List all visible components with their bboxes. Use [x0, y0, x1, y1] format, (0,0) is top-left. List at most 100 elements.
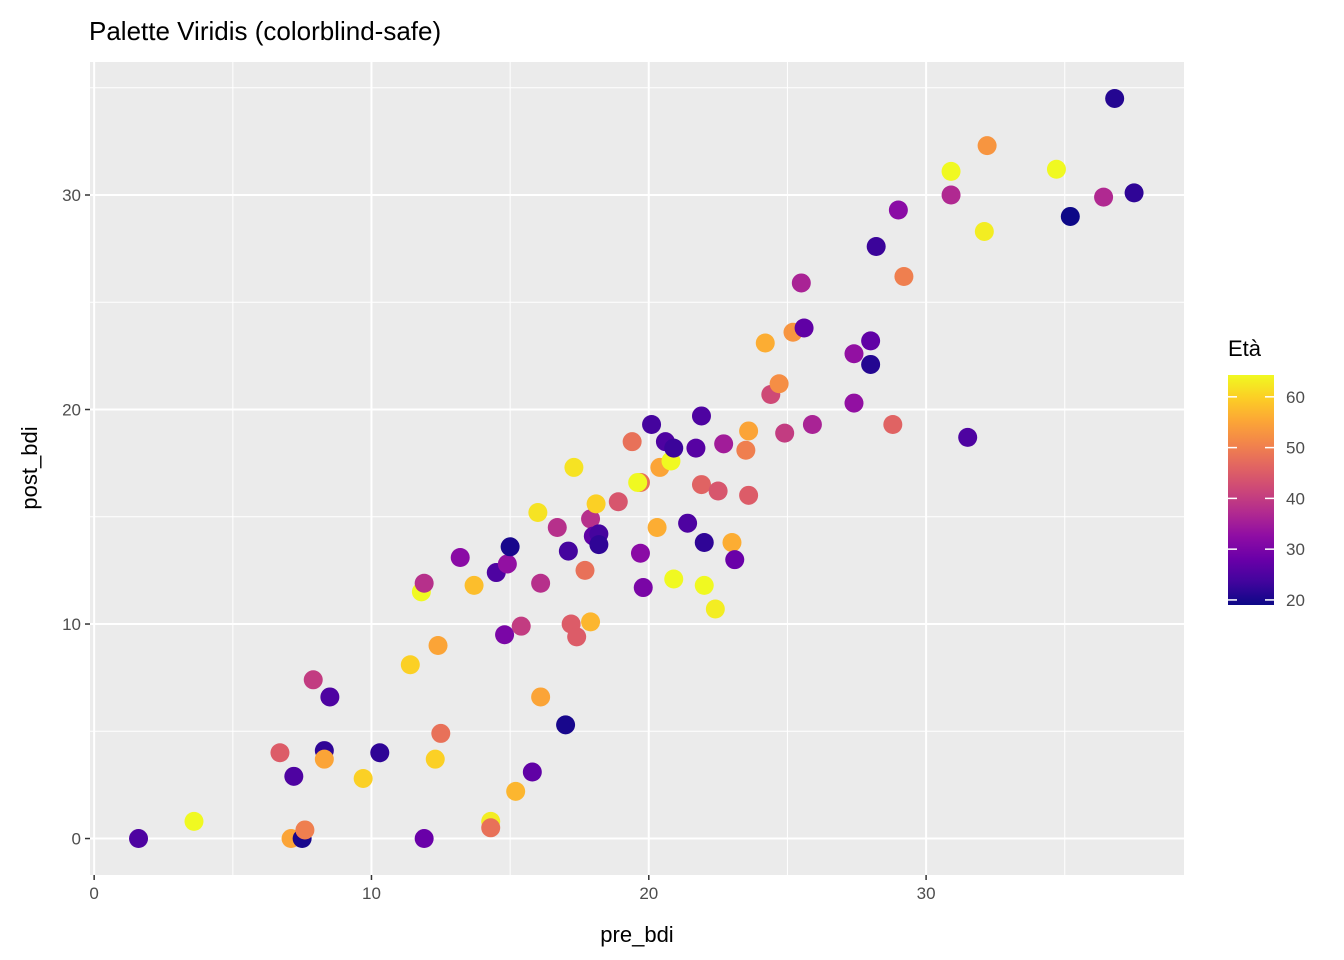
data-point	[558, 541, 578, 561]
data-point	[888, 200, 908, 220]
x-tick-label: 30	[917, 884, 936, 903]
axes: 0 10 20 30 0 10 20 30	[62, 186, 935, 903]
data-point	[303, 670, 323, 690]
legend-colorbar	[1228, 375, 1274, 605]
data-point	[722, 533, 742, 553]
y-tick-label: 30	[62, 186, 81, 205]
data-point	[708, 481, 728, 501]
data-point	[431, 723, 451, 743]
gridlines	[90, 62, 1184, 875]
data-point	[755, 333, 775, 353]
data-point	[450, 548, 470, 568]
data-point	[802, 415, 822, 435]
x-tick-label: 20	[639, 884, 658, 903]
x-tick-label: 10	[362, 884, 381, 903]
data-point	[295, 820, 315, 840]
data-point	[320, 687, 340, 707]
data-point	[678, 513, 698, 533]
legend-tick-label: 50	[1286, 439, 1305, 458]
data-point	[791, 273, 811, 293]
data-point	[664, 569, 684, 589]
data-point	[633, 578, 653, 598]
data-point	[694, 575, 714, 595]
data-point	[866, 236, 886, 256]
data-point	[664, 438, 684, 458]
data-point	[1105, 88, 1125, 108]
data-point	[564, 457, 584, 477]
data-point	[414, 573, 434, 593]
data-point	[894, 267, 914, 287]
data-point	[500, 537, 520, 557]
y-tick-label: 0	[72, 830, 81, 849]
data-point	[428, 635, 448, 655]
data-point	[941, 185, 961, 205]
data-point	[958, 427, 978, 447]
data-point	[647, 517, 667, 537]
data-point	[522, 762, 542, 782]
color-legend: Età 20 30 40 50 60	[1228, 336, 1305, 610]
data-point	[883, 415, 903, 435]
data-point	[628, 472, 648, 492]
data-point	[370, 743, 390, 763]
data-point	[575, 560, 595, 580]
legend-tick-label: 40	[1286, 489, 1305, 508]
data-point	[941, 161, 961, 181]
data-point	[691, 475, 711, 495]
data-point	[495, 625, 515, 645]
data-point	[586, 494, 606, 514]
y-axis-label: post_bdi	[17, 426, 42, 509]
legend-tick-label: 30	[1286, 540, 1305, 559]
data-point	[414, 829, 434, 849]
data-point	[861, 331, 881, 351]
data-point	[769, 374, 789, 394]
data-point	[630, 543, 650, 563]
data-point	[686, 438, 706, 458]
legend-tick-label: 60	[1286, 388, 1305, 407]
plot-panel	[90, 62, 1184, 875]
data-point	[775, 423, 795, 443]
data-point	[129, 829, 149, 849]
data-point	[581, 509, 601, 529]
data-point	[528, 502, 548, 522]
data-point	[481, 818, 501, 838]
data-point	[547, 517, 567, 537]
data-point	[567, 627, 587, 647]
data-point	[1124, 183, 1144, 203]
data-point	[400, 655, 420, 675]
data-point	[642, 415, 662, 435]
data-point	[1046, 159, 1066, 179]
data-point	[977, 136, 997, 156]
data-point	[581, 612, 601, 632]
data-point	[705, 599, 725, 619]
data-point	[725, 550, 745, 570]
data-point	[844, 393, 864, 413]
chart-title: Palette Viridis (colorblind-safe)	[89, 16, 441, 46]
data-point	[739, 421, 759, 441]
data-point	[622, 432, 642, 452]
data-point	[531, 687, 551, 707]
data-point	[314, 749, 334, 769]
data-point	[353, 768, 373, 788]
data-point	[184, 811, 204, 831]
data-points	[129, 88, 1144, 849]
data-point	[736, 440, 756, 460]
y-tick-label: 10	[62, 615, 81, 634]
data-point	[589, 535, 609, 555]
x-tick-label: 0	[89, 884, 98, 903]
x-axis-label: pre_bdi	[600, 922, 673, 947]
data-point	[511, 616, 531, 636]
data-point	[284, 766, 304, 786]
data-point	[861, 354, 881, 374]
data-point	[691, 406, 711, 426]
data-point	[270, 743, 290, 763]
data-point	[974, 221, 994, 241]
data-point	[464, 575, 484, 595]
data-point	[844, 344, 864, 364]
data-point	[506, 781, 526, 801]
data-point	[556, 715, 576, 735]
data-point	[497, 554, 517, 574]
data-point	[714, 434, 734, 454]
data-point	[1060, 206, 1080, 226]
y-tick-label: 20	[62, 401, 81, 420]
